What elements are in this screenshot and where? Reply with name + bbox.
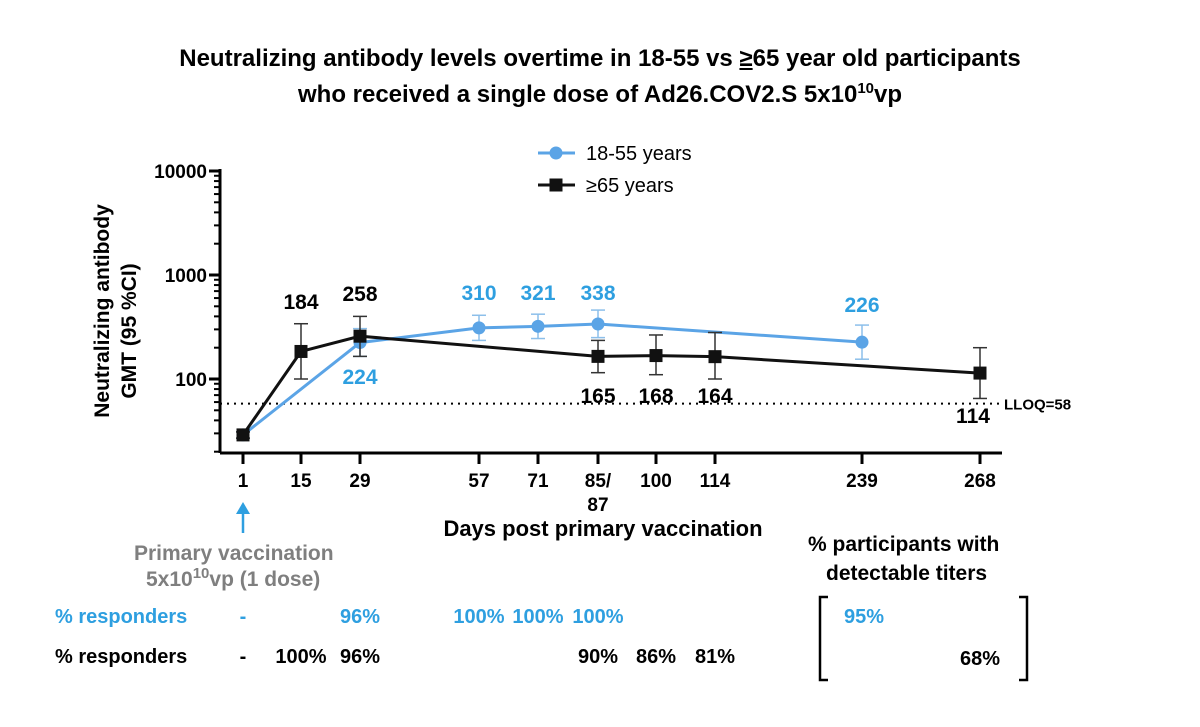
series-line xyxy=(242,322,863,437)
data-point xyxy=(973,366,987,380)
x-tick-label: 239 xyxy=(846,471,878,492)
x-tick-label: 15 xyxy=(290,471,312,492)
data-label: 310 xyxy=(461,282,496,305)
data-label: 165 xyxy=(580,385,615,408)
y-tick-label: 10000 xyxy=(154,162,207,183)
x-axis-label: Days post primary vaccination xyxy=(443,516,762,541)
y-tick-label: 1000 xyxy=(165,266,207,287)
data-point xyxy=(353,329,367,343)
responder-value: 96% xyxy=(339,646,381,668)
detectable-young-value: 95% xyxy=(844,606,885,628)
x-tick-label: 114 xyxy=(700,471,731,492)
x-tick-label: 87 xyxy=(587,495,608,516)
chart-title-line2: who received a single dose of Ad26.COV2.… xyxy=(297,80,903,108)
data-label: 224 xyxy=(342,366,377,389)
vaccination-arrowhead xyxy=(236,502,250,514)
data-point xyxy=(591,317,605,331)
primary-vaccination-label: Primary vaccination xyxy=(134,542,334,565)
legend-label: ≥65 years xyxy=(586,175,674,197)
responder-value: 100% xyxy=(275,646,327,668)
detectable-old-value: 68% xyxy=(960,648,1001,670)
detectable-titers-label-2: detectable titers xyxy=(826,562,988,585)
y-axis-label: Neutralizing antibody xyxy=(91,204,114,418)
responder-value: 86% xyxy=(635,646,677,668)
primary-vaccination-dose: 5x1010vp (1 dose) xyxy=(146,565,321,591)
data-label: 184 xyxy=(283,291,318,314)
lloq-label: LLOQ=58 xyxy=(1004,397,1071,414)
data-point xyxy=(531,319,545,333)
responders-young-label: % responders xyxy=(55,606,188,628)
x-tick-label: 57 xyxy=(468,471,489,492)
responder-value: 81% xyxy=(694,646,736,668)
data-label: 338 xyxy=(580,282,615,305)
legend-marker xyxy=(549,178,563,192)
x-tick-label: 1 xyxy=(238,471,249,492)
chart-title-line1: Neutralizing antibody levels overtime in… xyxy=(179,45,1021,72)
data-point xyxy=(855,335,869,349)
bracket-left xyxy=(818,595,828,682)
x-tick-label: 100 xyxy=(640,471,672,492)
responder-value: 100% xyxy=(572,606,624,628)
responder-value: 100% xyxy=(512,606,564,628)
data-label: 258 xyxy=(342,283,377,306)
detectable-titers-label: % participants with xyxy=(808,533,1000,556)
data-label: 321 xyxy=(520,282,555,305)
data-point xyxy=(649,349,663,363)
data-point xyxy=(236,428,250,442)
data-point xyxy=(591,349,605,363)
responder-value: 96% xyxy=(339,606,381,628)
responder-value: - xyxy=(239,646,247,668)
data-point xyxy=(472,321,486,335)
responder-value: 100% xyxy=(453,606,505,628)
responders-old-label: % responders xyxy=(55,646,188,668)
data-label: 168 xyxy=(638,385,673,408)
responder-value: - xyxy=(239,606,247,628)
x-tick-label: 85/ xyxy=(585,471,612,492)
data-label: 226 xyxy=(844,294,879,317)
responder-value: 90% xyxy=(577,646,619,668)
y-axis-label: GMT (95 %CI) xyxy=(118,263,141,398)
x-tick-label: 71 xyxy=(527,471,549,492)
x-tick-label: 268 xyxy=(964,471,996,492)
data-label: 164 xyxy=(697,385,732,408)
data-label: 114 xyxy=(956,405,990,428)
y-tick-label: 100 xyxy=(175,370,207,391)
x-tick-label: 29 xyxy=(349,471,370,492)
data-point xyxy=(708,350,722,364)
legend-marker xyxy=(549,146,563,160)
data-point xyxy=(294,344,308,358)
bracket-right xyxy=(1019,595,1029,682)
legend-label: 18-55 years xyxy=(586,143,692,165)
